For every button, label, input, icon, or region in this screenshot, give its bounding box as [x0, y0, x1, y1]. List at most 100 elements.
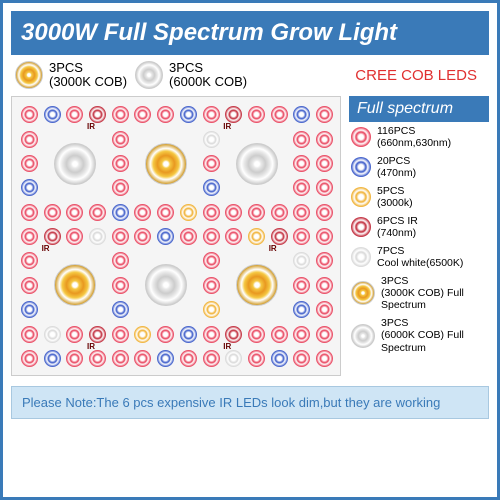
led-red	[293, 350, 310, 367]
led-red	[112, 131, 129, 148]
led-blue	[112, 301, 129, 318]
led-red	[21, 326, 38, 343]
legend-item: 7PCSCool white(6500K)	[349, 242, 489, 272]
ir-label: IR	[42, 244, 50, 253]
led-red	[89, 350, 106, 367]
cob-cool-icon	[351, 324, 375, 348]
led-red	[89, 204, 106, 221]
led-blue	[157, 228, 174, 245]
led-red	[66, 106, 83, 123]
led-red	[112, 106, 129, 123]
led-red	[316, 326, 333, 343]
cob-warm-icon	[236, 264, 278, 306]
legend-label: 5PCS(3000k)	[377, 185, 413, 209]
led-red	[248, 326, 265, 343]
legend-label: 116PCS(660nm,630nm)	[377, 125, 451, 149]
led-yellow	[248, 228, 265, 245]
cob-warm-label: 3PCS(3000K COB)	[49, 61, 127, 90]
led-white	[89, 228, 106, 245]
led-blue	[203, 179, 220, 196]
led-ir	[89, 106, 106, 123]
title-bar: 3000W Full Spectrum Grow Light	[11, 11, 489, 55]
led-red	[316, 277, 333, 294]
led-red	[293, 204, 310, 221]
led-red	[112, 326, 129, 343]
led-red	[66, 326, 83, 343]
led-red	[316, 252, 333, 269]
led-ir	[44, 228, 61, 245]
led-ir	[89, 326, 106, 343]
led-yellow	[203, 301, 220, 318]
cob-warm-icon	[145, 143, 187, 185]
legend-header: Full spectrum	[349, 96, 489, 122]
led-yellow	[180, 204, 197, 221]
led-ir	[225, 326, 242, 343]
legend: Full spectrum 116PCS(660nm,630nm) 20PCS(4…	[349, 96, 489, 376]
product-infographic: 3000W Full Spectrum Grow Light 3PCS(3000…	[0, 0, 500, 500]
led-panel: IRIRIRIRIRIR	[11, 96, 341, 376]
led-red	[316, 106, 333, 123]
cob-warm-icon	[54, 264, 96, 306]
led-white	[225, 350, 242, 367]
led-blue	[21, 301, 38, 318]
led-red	[66, 228, 83, 245]
legend-item: 20PCS(470nm)	[349, 152, 489, 182]
legend-item: 3PCS(3000K COB) FullSpectrum	[349, 272, 489, 314]
led-red	[293, 155, 310, 172]
legend-label: 20PCS(470nm)	[377, 155, 416, 179]
cob-warm-icon	[15, 61, 43, 89]
led-red	[134, 204, 151, 221]
led-yellow-icon	[351, 187, 371, 207]
led-red	[203, 106, 220, 123]
led-red	[316, 228, 333, 245]
cob-cool-label: 3PCS(6000K COB)	[169, 61, 247, 90]
led-red	[203, 277, 220, 294]
led-white	[44, 326, 61, 343]
led-red	[316, 301, 333, 318]
legend-item: 5PCS(3000k)	[349, 182, 489, 212]
led-red-icon	[351, 127, 371, 147]
cree-brand-label: CREE COB LEDS	[355, 67, 477, 84]
led-yellow	[134, 326, 151, 343]
led-red	[225, 228, 242, 245]
led-red	[293, 131, 310, 148]
cob-spec-3000k: 3PCS(3000K COB)	[15, 61, 127, 90]
led-red	[293, 228, 310, 245]
led-red	[44, 204, 61, 221]
led-red	[271, 106, 288, 123]
led-red	[180, 350, 197, 367]
cob-cool-icon	[135, 61, 163, 89]
legend-label: 7PCSCool white(6500K)	[377, 245, 463, 269]
led-white-icon	[351, 247, 371, 267]
cob-cool-icon	[236, 143, 278, 185]
led-red	[21, 155, 38, 172]
led-blue	[293, 106, 310, 123]
led-white	[293, 252, 310, 269]
ir-label: IR	[87, 122, 95, 131]
led-ir	[271, 228, 288, 245]
led-grid: IRIRIRIRIRIR	[18, 103, 334, 369]
legend-item: 6PCS IR(740nm)	[349, 212, 489, 242]
legend-label: 3PCS(3000K COB) FullSpectrum	[381, 275, 464, 311]
ir-label: IR	[87, 342, 95, 351]
led-red	[248, 204, 265, 221]
cob-warm-icon	[351, 281, 375, 305]
cob-cool-icon	[145, 264, 187, 306]
led-red	[134, 106, 151, 123]
led-blue	[293, 301, 310, 318]
led-red	[203, 204, 220, 221]
footer-note: Please Note:The 6 pcs expensive IR LEDs …	[11, 386, 489, 419]
led-red	[316, 179, 333, 196]
led-red	[203, 326, 220, 343]
led-red	[248, 106, 265, 123]
legend-label: 6PCS IR(740nm)	[377, 215, 418, 239]
cob-spec-6000k: 3PCS(6000K COB)	[135, 61, 247, 90]
led-red	[21, 228, 38, 245]
ir-label: IR	[269, 244, 277, 253]
led-red	[203, 228, 220, 245]
led-red	[316, 131, 333, 148]
led-red	[112, 179, 129, 196]
led-blue	[21, 179, 38, 196]
top-cob-row: 3PCS(3000K COB) 3PCS(6000K COB) CREE COB…	[11, 55, 489, 96]
cob-cool-icon	[54, 143, 96, 185]
